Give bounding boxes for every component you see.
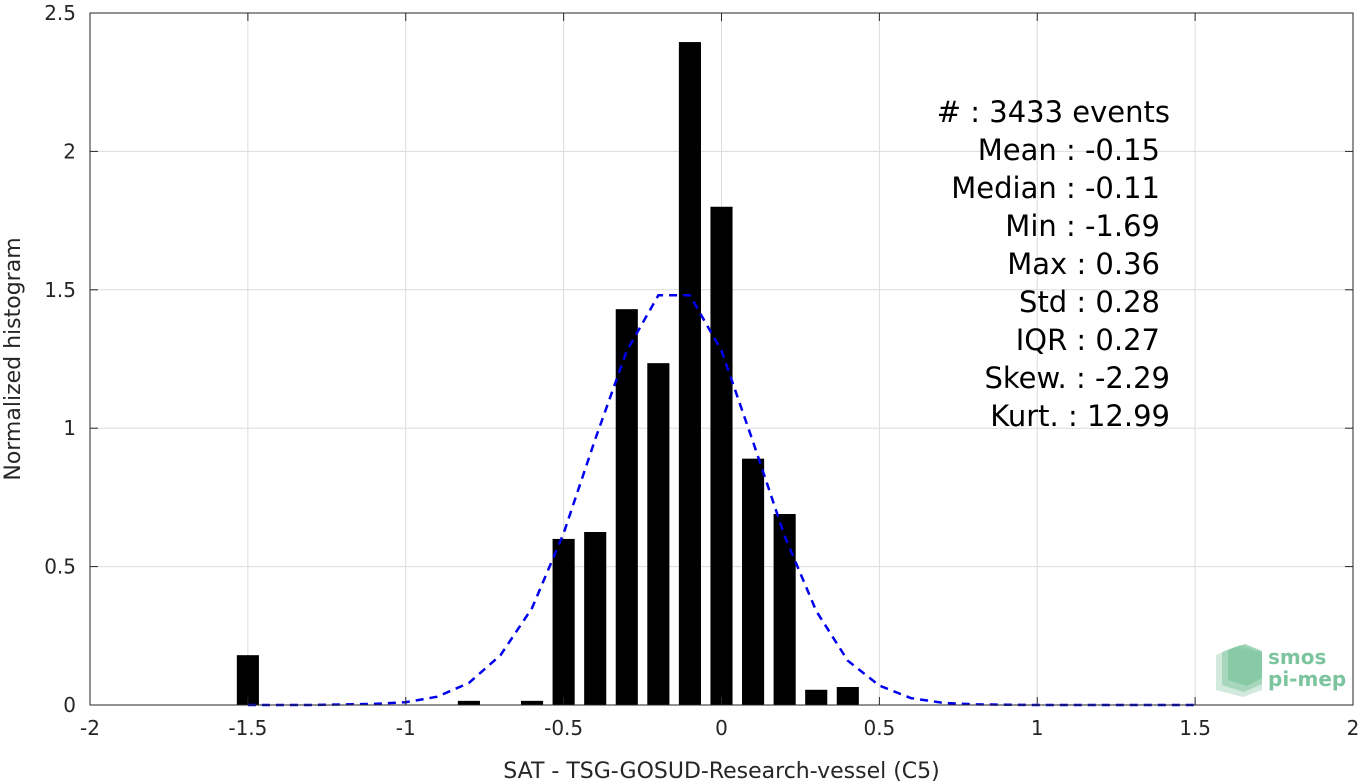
x-tick-label: -1 bbox=[396, 716, 416, 740]
statistics-box: # : 3433 events Mean : -0.15 Median : -0.1… bbox=[937, 95, 1170, 433]
histogram-bar bbox=[584, 532, 607, 705]
stats-line: Std : 0.28 bbox=[1019, 285, 1160, 319]
logo-waves-icon bbox=[1216, 644, 1262, 697]
x-axis-label: SAT - TSG-GOSUD-Research-vessel (C5) bbox=[503, 759, 940, 784]
histogram-bar bbox=[520, 700, 544, 705]
histogram-bar bbox=[805, 689, 828, 705]
bars bbox=[236, 42, 859, 705]
logo-line1: smos bbox=[1268, 645, 1326, 669]
x-tick-label: -1.5 bbox=[228, 716, 267, 740]
logo-line2: pi-mep bbox=[1268, 667, 1346, 691]
x-tick-label: 0 bbox=[715, 716, 728, 740]
stats-line: Min : -1.69 bbox=[1005, 209, 1160, 243]
x-tick-label: 0.5 bbox=[863, 716, 895, 740]
histogram-bar bbox=[552, 538, 575, 705]
smos-pi-mep-logo: smos pi-mep bbox=[1216, 644, 1346, 697]
histogram-bar bbox=[647, 363, 670, 705]
histogram-bar bbox=[678, 42, 701, 705]
histogram-bar bbox=[615, 309, 638, 705]
stats-line: IQR : 0.27 bbox=[1016, 323, 1160, 357]
stats-line: Kurt. : 12.99 bbox=[990, 399, 1170, 433]
y-tick-label: 0 bbox=[63, 693, 76, 717]
x-tick-label: 2 bbox=[1347, 716, 1360, 740]
stats-line: Max : 0.36 bbox=[1007, 247, 1160, 281]
stats-line: Mean : -0.15 bbox=[978, 133, 1160, 167]
histogram-bar bbox=[742, 458, 765, 705]
stats-line: Median : -0.11 bbox=[951, 171, 1160, 205]
y-tick-label: 2.5 bbox=[44, 1, 76, 25]
stats-line: Skew. : -2.29 bbox=[984, 361, 1170, 395]
y-tick-label: 2 bbox=[63, 139, 76, 163]
stats-line: # : 3433 events bbox=[937, 95, 1170, 129]
x-tick-label: -0.5 bbox=[544, 716, 583, 740]
histogram-bar bbox=[457, 700, 480, 705]
histogram-bar bbox=[710, 206, 733, 705]
axes bbox=[89, 12, 1354, 706]
histogram-bar bbox=[236, 655, 259, 705]
histogram-bar bbox=[773, 514, 796, 705]
x-tick-label: 1 bbox=[1031, 716, 1044, 740]
y-axis-label: Normalized histogram bbox=[1, 237, 26, 480]
x-tick-labels: -2 -1.5 -1 -0.5 0 0.5 1 1.5 2 bbox=[80, 716, 1359, 740]
y-tick-label: 1 bbox=[63, 416, 76, 440]
x-tick-label: -2 bbox=[80, 716, 100, 740]
y-tick-label: 1.5 bbox=[44, 278, 76, 302]
y-tick-label: 0.5 bbox=[44, 555, 76, 579]
histogram-bar bbox=[836, 687, 859, 705]
y-tick-labels: 0 0.5 1 1.5 2 2.5 bbox=[44, 1, 76, 717]
x-tick-label: 1.5 bbox=[1179, 716, 1211, 740]
plot-frame bbox=[89, 12, 1354, 706]
